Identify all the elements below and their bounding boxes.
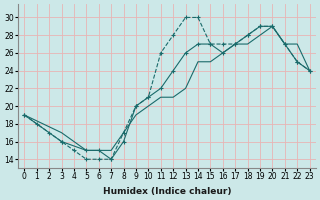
- X-axis label: Humidex (Indice chaleur): Humidex (Indice chaleur): [103, 187, 231, 196]
